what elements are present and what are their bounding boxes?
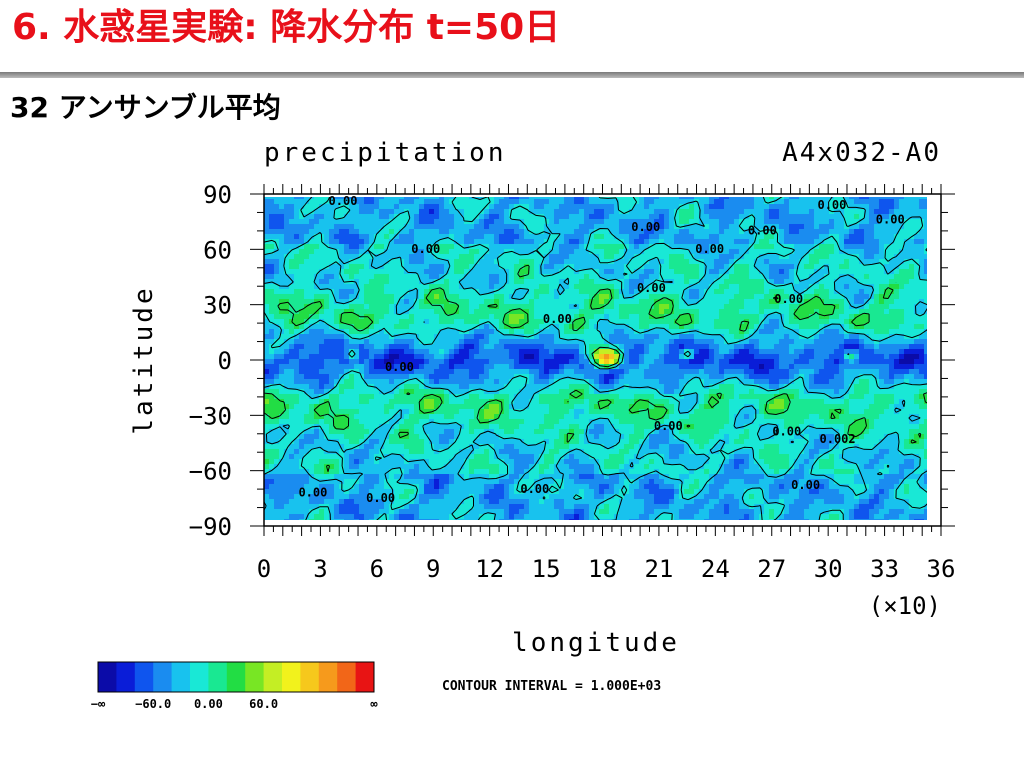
colorbar-tick-1: −60.0 [135, 697, 171, 711]
x-tick-label-30: 30 [814, 555, 843, 583]
contour-label-14: 0.00 [791, 478, 820, 492]
colorbar-swatch-13 [337, 662, 356, 692]
contour-label-11: 0.00 [654, 419, 683, 433]
y-axis-label: latitude [129, 285, 159, 434]
contour-label-15: 0.00 [520, 482, 549, 496]
contour-label-3: 0.00 [631, 220, 660, 234]
slide-title: 6. 水惑星実験: 降水分布 t=50日 [12, 7, 561, 48]
run-label: A4x032-A0 [782, 138, 941, 168]
contour-label-8: 0.00 [774, 292, 803, 306]
y-tick-label-6: −90 [189, 513, 232, 541]
contour-label-9: 0.00 [543, 312, 572, 326]
x-tick-label-36: 36 [927, 555, 956, 583]
colorbar-swatch-2 [134, 662, 154, 692]
y-tick-label-0: 90 [203, 181, 232, 209]
colorbar-swatch-12 [318, 662, 338, 692]
x-axis-label: longitude [512, 628, 680, 658]
colorbar-swatch-3 [153, 662, 172, 692]
colorbar-swatch-14 [355, 662, 375, 692]
contour-labels: 0.00 0.00 0.00 0.00 0.00 0.00 0.00 0.00 0.00 0.00… [298, 194, 904, 505]
colorbar-swatch-10 [282, 662, 301, 692]
colorbar-swatch-7 [226, 662, 246, 692]
contour-label-12: 0.00 [772, 425, 801, 439]
colorbar-ticks: −∞ −60.0 0.00 60.0 ∞ [91, 697, 379, 711]
x-tick-label-27: 27 [757, 555, 786, 583]
colorbar-swatch-6 [208, 662, 228, 692]
colorbar-swatch-4 [171, 662, 191, 692]
contour-interval-label: CONTOUR INTERVAL = 1.000E+03 [442, 679, 661, 694]
contour-label-17: 0.00 [366, 491, 395, 505]
slide-subtitle: 32 アンサンブル平均 [10, 91, 281, 124]
contour-label-4: 0.00 [748, 224, 777, 238]
colorbar-swatch-8 [245, 662, 264, 692]
contour-label-0: 0.00 [329, 194, 358, 208]
x-unit-label: (×10) [869, 592, 941, 620]
x-tick-label-18: 18 [588, 555, 617, 583]
colorbar-swatch-9 [263, 662, 283, 692]
x-tick-label-6: 6 [370, 555, 384, 583]
x-axis: 0 3 6 9 12 15 18 21 24 27 30 33 36 [257, 184, 956, 583]
y-tick-label-5: −60 [189, 458, 232, 486]
contour-lines [264, 197, 927, 520]
colorbar [97, 661, 375, 693]
contour-label-2: 0.00 [876, 213, 905, 227]
contour-label-10: 0.00 [385, 360, 414, 374]
x-tick-label-24: 24 [701, 555, 730, 583]
y-axis: 90 60 30 0 −30 −60 −90 [189, 181, 955, 541]
x-tick-label-0: 0 [257, 555, 271, 583]
contour-label-6: 0.00 [411, 242, 440, 256]
colorbar-swatch-5 [190, 662, 209, 692]
colorbar-swatch-1 [116, 662, 136, 692]
colorbar-swatch-11 [300, 662, 320, 692]
contour-label-13: 0.002 [820, 432, 856, 446]
colorbar-swatch-0 [98, 662, 117, 692]
y-tick-label-4: −30 [189, 402, 232, 430]
colorbar-tick-2: 0.00 [194, 697, 223, 711]
y-tick-label-1: 60 [203, 236, 232, 264]
heatmap-field [264, 197, 927, 520]
colorbar-tick-4: ∞ [370, 697, 378, 711]
contour-label-16: 0.00 [298, 485, 327, 499]
x-tick-label-15: 15 [532, 555, 561, 583]
x-tick-label-9: 9 [426, 555, 440, 583]
contour-label-7: 0.00 [637, 281, 666, 295]
x-tick-label-21: 21 [644, 555, 673, 583]
contour-label-1: 0.00 [817, 198, 846, 212]
y-tick-label-2: 30 [203, 292, 232, 320]
y-tick-label-3: 0 [218, 347, 232, 375]
title-divider [0, 72, 1024, 78]
x-tick-label-12: 12 [475, 555, 504, 583]
x-tick-label-33: 33 [870, 555, 899, 583]
contour-label-5: 0.00 [695, 242, 724, 256]
colorbar-tick-3: 60.0 [249, 697, 278, 711]
x-tick-label-3: 3 [313, 555, 327, 583]
variable-label: precipitation [264, 138, 507, 168]
colorbar-tick-0: −∞ [91, 697, 106, 711]
